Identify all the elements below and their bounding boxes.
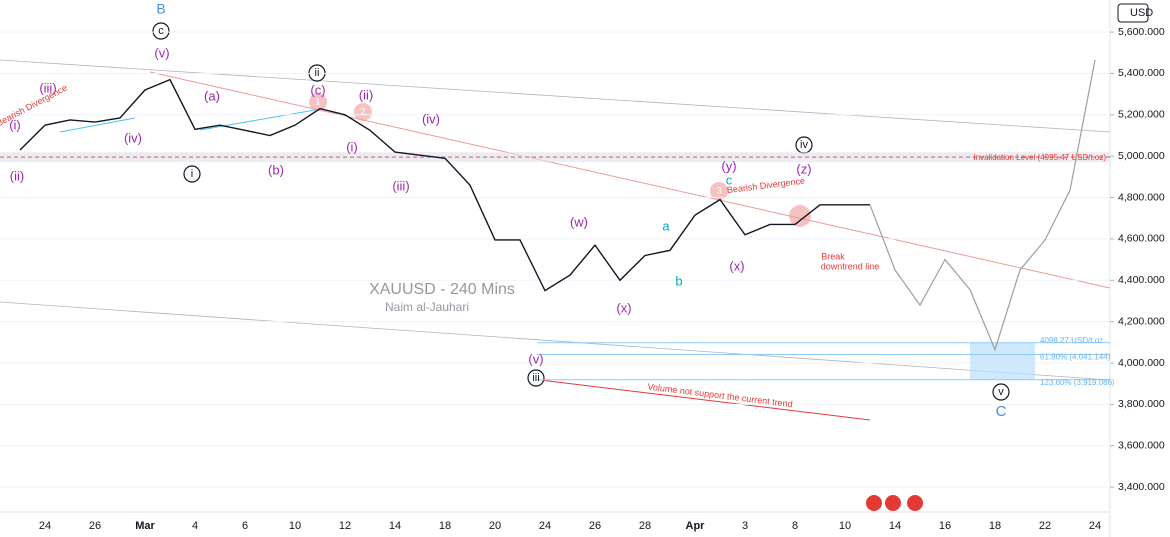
x-tick-label: 24 xyxy=(539,520,551,532)
annotation: downtrend line xyxy=(821,261,880,271)
watermark-author: Naim al-Jauhari xyxy=(385,300,469,314)
x-tick-label: 14 xyxy=(389,520,401,532)
wave-circle xyxy=(183,165,201,183)
annotation: (b) xyxy=(268,162,284,177)
x-tick-label: 24 xyxy=(39,520,51,532)
annotation: (iii) xyxy=(39,80,56,95)
annotation: iv xyxy=(800,139,808,151)
annotation: ii xyxy=(315,67,320,79)
annotation: a xyxy=(662,218,670,233)
annotation: (a) xyxy=(204,88,220,103)
downtrend-line xyxy=(149,71,1111,289)
x-tick-label: 20 xyxy=(489,520,501,532)
annotation: (w) xyxy=(570,214,588,229)
annotation: Break xyxy=(821,251,845,261)
annotation: (iv) xyxy=(422,111,440,126)
y-tick-label: 4,800.000 xyxy=(1118,191,1165,203)
annotation: b xyxy=(675,273,682,288)
annotation: 1 xyxy=(315,96,320,106)
annotation: (i) xyxy=(9,117,21,132)
annotation: c xyxy=(726,172,733,187)
annotation: (v) xyxy=(528,351,543,366)
y-tick-label: 5,400.000 xyxy=(1118,67,1165,79)
annotation: v xyxy=(998,386,1004,398)
event-icon[interactable] xyxy=(907,495,923,511)
level-label: 4098.27 USD/t.oz xyxy=(1040,336,1103,345)
annotation: c xyxy=(158,25,164,37)
x-tick-label: 6 xyxy=(242,520,248,532)
y-tick-label: 4,400.000 xyxy=(1118,274,1165,286)
event-icon[interactable] xyxy=(866,495,882,511)
wave-circle xyxy=(527,369,545,387)
x-tick-label: 4 xyxy=(192,520,198,532)
level-label: 61.80% (4,041.144) xyxy=(1040,353,1111,362)
trendline xyxy=(0,301,1111,381)
x-tick-label: 18 xyxy=(439,520,451,532)
annotation: 3 xyxy=(716,185,721,195)
x-tick-label: 12 xyxy=(339,520,351,532)
marker xyxy=(309,93,327,111)
projection-line xyxy=(869,59,1096,352)
trendline xyxy=(0,59,1111,133)
y-tick-label: 4,200.000 xyxy=(1118,315,1165,327)
annotation: i xyxy=(191,168,193,180)
x-tick-label: 10 xyxy=(289,520,301,532)
y-tick-label: 3,400.000 xyxy=(1118,481,1165,493)
x-tick-label: 26 xyxy=(89,520,101,532)
y-tick-label: 4,600.000 xyxy=(1118,233,1165,245)
y-tick-label: 4,000.000 xyxy=(1118,357,1165,369)
x-tick-label: 14 xyxy=(889,520,901,532)
marker xyxy=(354,103,372,121)
wave-circle xyxy=(152,22,170,40)
y-tick-label: 3,800.000 xyxy=(1118,398,1165,410)
annotation: (v) xyxy=(154,45,169,60)
annotation: (c) xyxy=(310,82,325,97)
x-tick-label: 22 xyxy=(1039,520,1051,532)
x-tick-label: Apr xyxy=(686,520,706,532)
y-tick-label: 5,000.000 xyxy=(1118,150,1165,162)
event-icon[interactable] xyxy=(885,495,901,511)
watermark-title: XAUUSD - 240 Mins xyxy=(369,281,515,298)
x-tick-label: Mar xyxy=(135,520,155,532)
annotation: (iv) xyxy=(124,130,142,145)
annotation: (z) xyxy=(796,161,811,176)
annotation: 2 xyxy=(360,106,365,116)
target-box xyxy=(970,342,1035,380)
price-line xyxy=(19,78,870,292)
x-tick-label: 8 xyxy=(792,520,798,532)
annotation: (iii) xyxy=(392,178,409,193)
trendline xyxy=(59,117,136,133)
x-tick-label: 24 xyxy=(1089,520,1101,532)
x-tick-label: 26 xyxy=(589,520,601,532)
x-tick-label: 3 xyxy=(742,520,748,532)
currency-box xyxy=(1117,3,1149,23)
x-tick-label: 16 xyxy=(939,520,951,532)
trendline xyxy=(199,109,316,131)
level-label: 123.60% (3,919.086) xyxy=(1040,378,1115,387)
y-tick-label: 5,200.000 xyxy=(1118,109,1165,121)
wave-circle xyxy=(992,383,1010,401)
level-label: Invalidation Level (4995.47 USD/t.oz) xyxy=(973,153,1106,162)
annotation: (x) xyxy=(729,258,744,273)
x-tick-label: 10 xyxy=(839,520,851,532)
marker xyxy=(710,182,728,200)
annotation: iii xyxy=(532,372,539,384)
x-tick-label: 28 xyxy=(639,520,651,532)
y-tick-label: 5,600.000 xyxy=(1118,26,1165,38)
currency: USD xyxy=(1130,7,1153,19)
y-tick-label: 3,600.000 xyxy=(1118,440,1165,452)
volume-arrow xyxy=(539,379,871,421)
annotation: (ii) xyxy=(359,87,373,102)
annotation: C xyxy=(996,403,1007,420)
annotation: (ii) xyxy=(10,168,24,183)
annotation: B xyxy=(156,1,165,17)
annotation: (i) xyxy=(346,139,358,154)
annotation: (y) xyxy=(721,158,736,173)
marker xyxy=(789,205,811,227)
annotation: (x) xyxy=(616,300,631,315)
x-tick-label: 18 xyxy=(989,520,1001,532)
